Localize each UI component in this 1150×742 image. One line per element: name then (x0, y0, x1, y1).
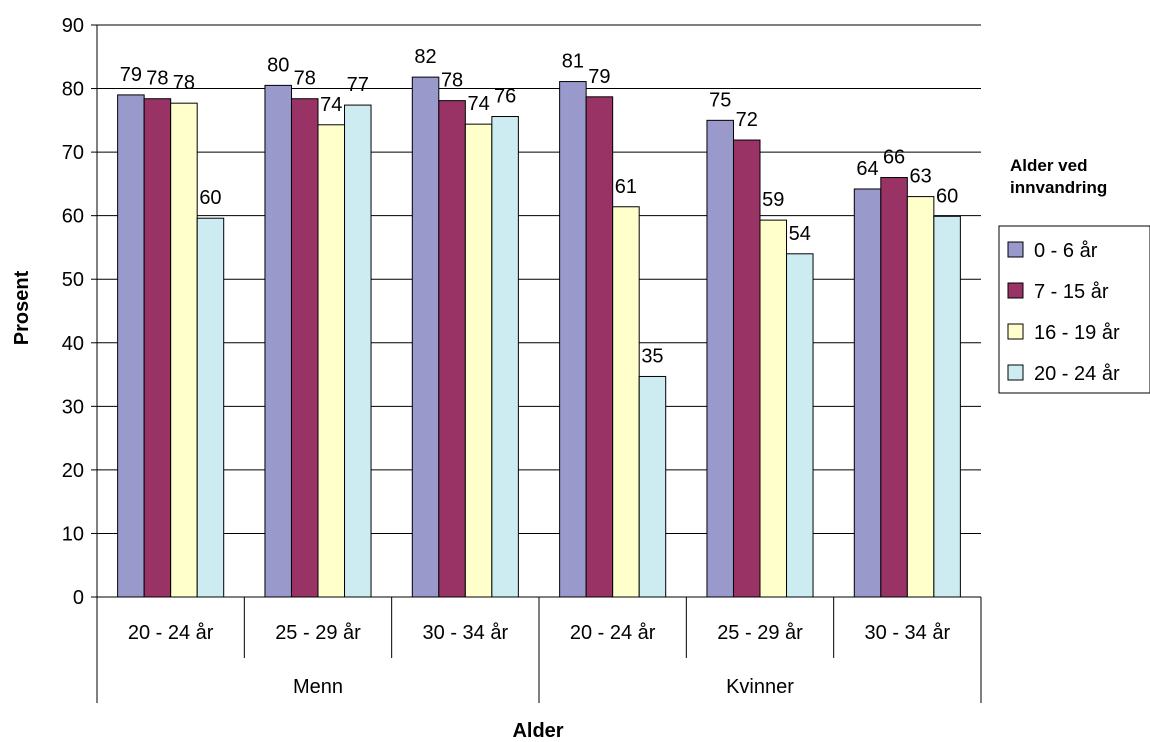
x-category-label: 20 - 24 år (128, 622, 214, 644)
data-label: 77 (347, 74, 369, 96)
data-label: 81 (562, 51, 584, 73)
y-tick-label: 20 (62, 460, 84, 482)
data-label: 35 (641, 345, 663, 367)
legend-swatch (1007, 241, 1024, 258)
data-label: 76 (494, 86, 516, 108)
x-category-label: 25 - 29 år (717, 622, 803, 644)
data-label: 74 (320, 94, 342, 116)
bar (559, 81, 587, 598)
bar (853, 188, 882, 598)
axes (91, 24, 982, 703)
x-category-label: 20 - 24 år (570, 622, 656, 644)
data-label: 64 (856, 158, 878, 180)
bar (638, 375, 667, 598)
data-label: 59 (762, 189, 784, 211)
y-tick-label: 90 (62, 15, 84, 37)
bar (290, 98, 319, 598)
bars (117, 76, 961, 598)
bar (438, 100, 466, 598)
data-label: 78 (146, 68, 168, 90)
legend-swatch (1007, 323, 1024, 340)
legend-label: 20 - 24 år (1034, 363, 1120, 385)
data-label: 66 (883, 147, 905, 169)
bar (880, 177, 908, 598)
legend-title-line-2: innvandring (1010, 178, 1107, 197)
legend-label: 7 - 15 år (1034, 281, 1109, 303)
x-category-label: 30 - 34 år (423, 622, 509, 644)
y-tick-label: 30 (62, 396, 84, 418)
bar (612, 206, 640, 598)
bar (585, 96, 614, 598)
bar (732, 139, 761, 598)
y-tick-label: 10 (62, 523, 84, 545)
data-label: 61 (615, 176, 637, 198)
gridlines (97, 24, 981, 534)
y-tick-label: 40 (62, 333, 84, 355)
x-group-label: Kvinner (726, 676, 794, 698)
bar (264, 84, 292, 598)
x-axis-title: Alder (512, 720, 563, 742)
data-label: 74 (467, 93, 489, 115)
data-label: 80 (267, 54, 289, 76)
x-category-label: 25 - 29 år (275, 622, 361, 644)
y-tick-label: 50 (62, 269, 84, 291)
y-tick-label: 70 (62, 142, 84, 164)
x-category-label: 30 - 34 år (865, 622, 951, 644)
data-label: 79 (588, 66, 610, 88)
bar (759, 219, 788, 598)
y-tick-label: 0 (73, 587, 84, 609)
legend-label: 0 - 6 år (1034, 240, 1098, 262)
data-label: 78 (441, 70, 463, 92)
legend-swatch (1007, 364, 1024, 381)
x-category-labels: 20 - 24 år 25 - 29 år 30 - 34 år 20 - 24 år… (128, 622, 951, 698)
legend-swatch (1007, 282, 1024, 299)
bar (933, 215, 961, 598)
bar (706, 119, 734, 598)
data-label: 72 (736, 109, 758, 131)
legend-box (998, 225, 1150, 394)
bar (786, 253, 814, 598)
data-label: 78 (173, 72, 195, 94)
bar (117, 94, 145, 598)
data-label: 60 (936, 185, 958, 207)
legend-title-line-1: Alder ved (1010, 156, 1087, 175)
bar (170, 102, 198, 598)
data-label: 79 (120, 64, 142, 86)
bar (906, 196, 935, 598)
data-label: 82 (414, 46, 436, 68)
x-group-label: Menn (293, 676, 343, 698)
y-tick-label: 80 (62, 79, 84, 101)
data-label: 60 (199, 187, 221, 209)
data-label: 75 (709, 89, 731, 111)
data-label: 54 (789, 223, 811, 245)
legend: Alder ved innvandring 0 - 6 år 7 - 15 år 1… (998, 156, 1150, 394)
data-label: 78 (294, 68, 316, 90)
y-axis-title: Prosent (11, 270, 33, 345)
y-tick-label: 60 (62, 206, 84, 228)
bar (411, 76, 440, 598)
y-tick-labels: 0 10 20 30 40 50 60 70 80 90 (62, 15, 84, 609)
bar (143, 98, 172, 598)
legend-label: 16 - 19 år (1034, 322, 1120, 344)
bar (344, 104, 372, 598)
bar (491, 116, 519, 598)
bar (196, 217, 225, 598)
data-label: 63 (909, 166, 931, 188)
bar (464, 123, 493, 598)
bar (317, 124, 346, 598)
